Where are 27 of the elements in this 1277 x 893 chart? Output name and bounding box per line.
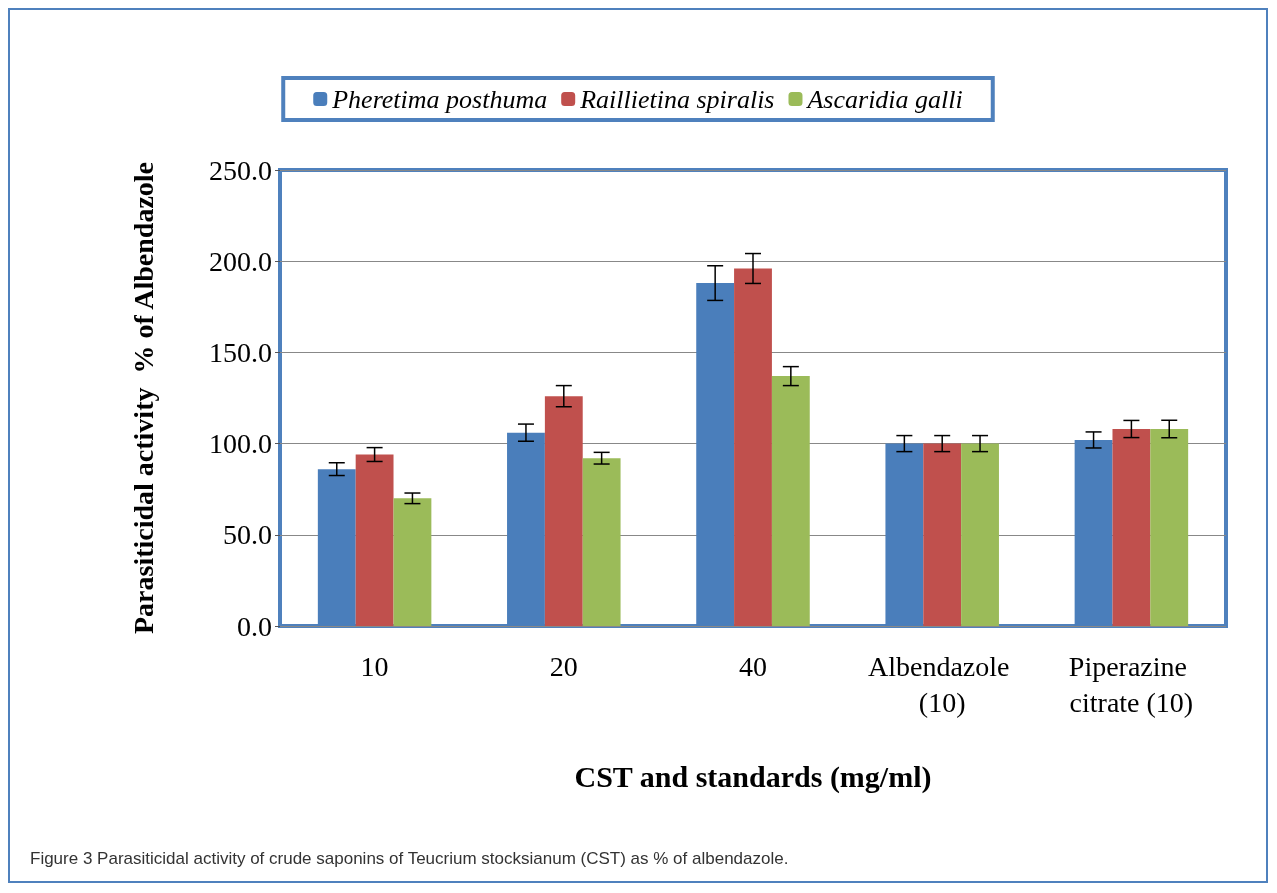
x-tick-label: Albendazole (10)	[867, 650, 1017, 718]
y-tick-label: 100.0	[209, 428, 272, 460]
x-tick-label: 10	[360, 650, 389, 682]
bar	[1150, 429, 1189, 626]
x-tick-label: Piperazine citrate (10)	[1068, 650, 1194, 718]
y-tick-label: 150.0	[209, 336, 272, 368]
bar	[961, 443, 999, 626]
y-tick-label: 250.0	[209, 154, 272, 186]
legend-label: Ascaridia galli	[805, 84, 963, 114]
y-tick-label: 200.0	[209, 245, 272, 277]
y-axis-title: Parasiticidal activity % of Albendazole	[127, 161, 159, 635]
caption: Figure 3 Parasiticidal activity of crude saponins of Teucrium stocksianum (CST) as % of albendazole.	[30, 849, 789, 868]
bar	[771, 376, 810, 626]
legend-label: Pheretima posthuma	[331, 84, 548, 114]
x-axis-title: CST and standards (mg/ml)	[574, 759, 932, 794]
bar	[923, 443, 962, 626]
bar	[544, 396, 583, 626]
bar	[393, 498, 432, 626]
bar	[355, 454, 394, 626]
y-tick-label: 50.0	[223, 519, 272, 551]
bar	[582, 458, 621, 626]
y-tick-label: 0.0	[237, 610, 272, 642]
legend-label: Raillietina spiralis	[579, 84, 775, 114]
x-tick-label: 40	[739, 650, 767, 682]
bar	[1112, 429, 1151, 626]
x-tick-label: 20	[549, 650, 578, 682]
bar	[734, 268, 772, 626]
